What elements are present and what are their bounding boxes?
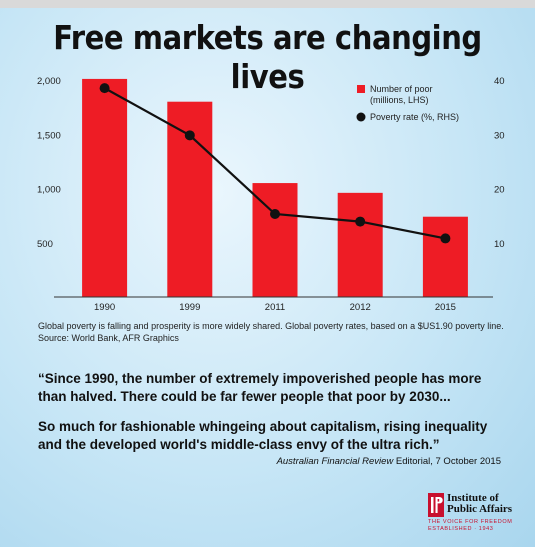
right-axis-tick-label: 10 <box>494 239 505 250</box>
logo-tagline-2: ESTABLISHED · 1943 <box>428 526 494 532</box>
ipa-logo: Institute of Public Affairs THE VOICE FO… <box>428 493 528 533</box>
left-axis-tick-label: 1,000 <box>37 185 61 196</box>
legend-swatch-bars <box>357 85 365 93</box>
x-axis-tick-label: 2011 <box>265 302 285 313</box>
line-point <box>270 208 280 219</box>
bar <box>82 78 128 297</box>
left-axis-tick-label: 500 <box>37 239 53 250</box>
bar <box>422 216 468 297</box>
left-axis-tick-label: 1,500 <box>37 130 61 141</box>
line-point <box>355 216 366 227</box>
source-detail: Editorial, 7 October 2015 <box>393 456 501 467</box>
x-axis-tick-label: 2012 <box>350 302 371 313</box>
logo-tagline: THE VOICE FOR FREEDOM ESTABLISHED · 1943 <box>428 519 512 533</box>
legend-label-bars: Number of poor <box>370 84 433 94</box>
ipa-logo-mark-icon <box>428 493 444 517</box>
logo-name-line-2: Public Affairs <box>447 503 513 515</box>
line-point <box>99 83 110 94</box>
top-band <box>0 0 535 8</box>
quote-source: Australian Financial Review Editorial, 7… <box>277 456 501 467</box>
logo-name-line-1: Institute of <box>447 492 499 504</box>
x-axis-tick-label: 1999 <box>179 302 200 313</box>
quote-paragraph-2: So much for fashionable whingeing about … <box>38 419 488 452</box>
x-axis-tick-label: 2015 <box>435 302 456 313</box>
right-axis-tick-label: 40 <box>494 76 505 87</box>
right-axis-tick-label: 20 <box>494 185 505 196</box>
chart-caption: Global poverty is falling and prosperity… <box>38 321 504 343</box>
quote-paragraph-1: “Since 1990, the number of extremely imp… <box>38 371 482 404</box>
chart: 500 1,000 1,500 2,000 10 20 30 40 1990 1999 2011 20… <box>37 76 505 313</box>
bar <box>337 192 383 297</box>
left-axis-tick-label: 2,000 <box>37 76 61 87</box>
chart-title: Free markets are changing lives <box>53 18 482 96</box>
legend-marker-line <box>356 112 366 122</box>
bar <box>252 183 298 297</box>
right-axis-tick-label: 30 <box>494 130 505 141</box>
line-point <box>440 233 451 244</box>
legend-label-line: Poverty rate (%, RHS) <box>370 112 459 122</box>
line-point <box>184 130 195 141</box>
source-publication: Australian Financial Review <box>276 456 394 467</box>
logo-tagline-1: THE VOICE FOR FREEDOM <box>428 519 513 525</box>
logo-name: Institute of Public Affairs <box>447 493 512 515</box>
x-axis-tick-label: 1990 <box>94 302 115 313</box>
legend-label-bars-unit: (millions, LHS) <box>370 95 429 105</box>
